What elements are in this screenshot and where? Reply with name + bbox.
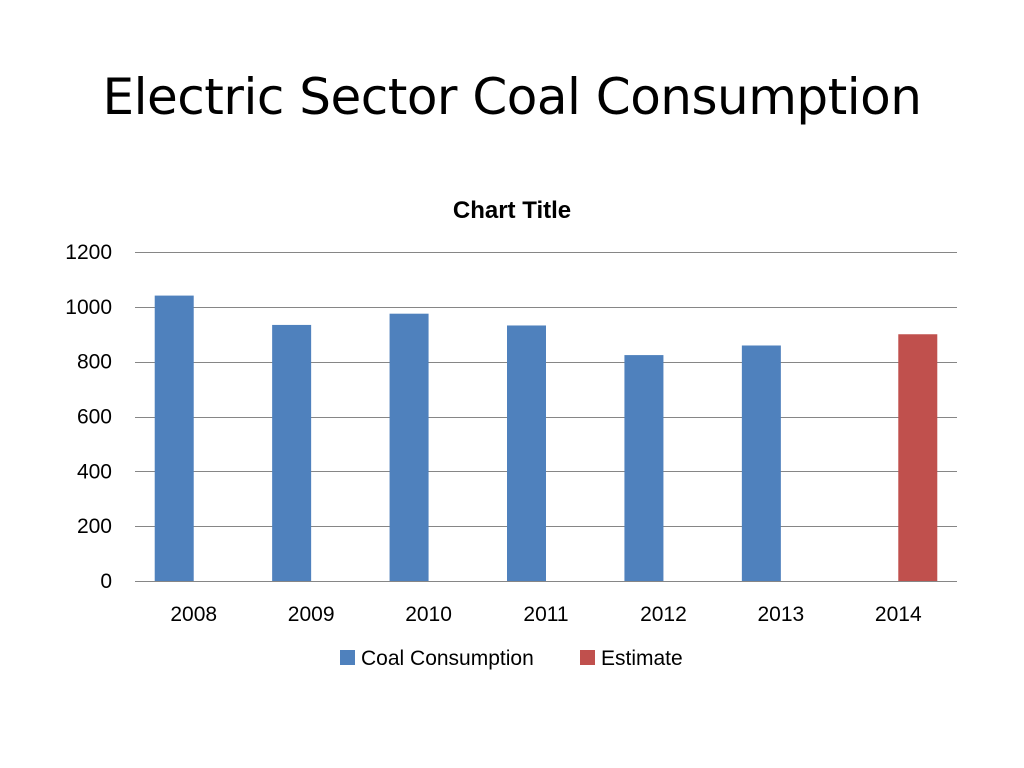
bar-coal-consumption-2009 bbox=[272, 324, 312, 581]
y-tick-label: 400 bbox=[77, 460, 112, 483]
legend-swatch bbox=[580, 650, 595, 665]
y-axis-ticks: 0 200 400 600 800 1000 1200 bbox=[65, 241, 112, 593]
x-tick-label: 2013 bbox=[757, 603, 804, 626]
chart-title: Chart Title bbox=[453, 197, 571, 224]
legend: Coal Consumption Estimate bbox=[340, 647, 683, 670]
x-tick-label: 2011 bbox=[523, 603, 568, 626]
slide-title: Electric Sector Coal Consumption bbox=[102, 68, 922, 126]
x-tick-label: 2014 bbox=[875, 603, 922, 626]
y-tick-label: 600 bbox=[77, 406, 112, 429]
bar-coal-consumption-2008 bbox=[154, 295, 194, 581]
x-tick-label: 2012 bbox=[640, 603, 687, 626]
y-tick-label: 0 bbox=[100, 570, 112, 593]
legend-label: Coal Consumption bbox=[361, 647, 534, 670]
y-tick-label: 200 bbox=[77, 515, 112, 538]
bar-coal-consumption-2013 bbox=[741, 345, 781, 581]
x-tick-label: 2008 bbox=[170, 603, 217, 626]
x-tick-label: 2010 bbox=[405, 603, 452, 626]
legend-swatch bbox=[340, 650, 355, 665]
x-tick-label: 2009 bbox=[288, 603, 335, 626]
bar-estimate-2014 bbox=[898, 334, 938, 581]
x-axis-ticks: 2008 2009 2010 2011 2012 2013 2014 bbox=[170, 603, 922, 626]
bar-coal-consumption-2012 bbox=[624, 355, 664, 581]
bars bbox=[154, 295, 938, 581]
bar-coal-consumption-2011 bbox=[507, 325, 546, 581]
y-tick-label: 1200 bbox=[65, 241, 112, 264]
legend-label: Estimate bbox=[601, 647, 683, 670]
y-tick-label: 800 bbox=[77, 351, 112, 374]
bar-coal-consumption-2010 bbox=[389, 313, 429, 581]
y-tick-label: 1000 bbox=[65, 296, 112, 319]
